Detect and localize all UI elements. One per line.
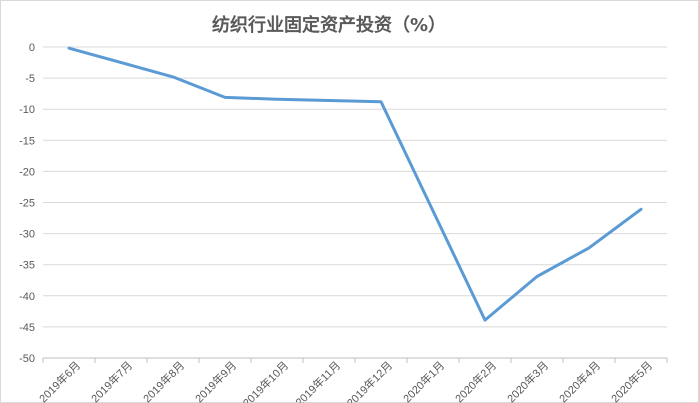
y-tick-label: -15 bbox=[19, 135, 35, 147]
y-tick-label: -5 bbox=[25, 73, 35, 85]
x-tick-label: 2019年10月 bbox=[240, 358, 291, 403]
y-tick-label: -30 bbox=[19, 229, 35, 241]
x-tick-label: 2020年2月 bbox=[452, 358, 499, 403]
chart-title: 纺织行业固定资产投资（%） bbox=[212, 14, 446, 36]
x-tick-label: 2020年1月 bbox=[400, 358, 447, 403]
x-tick-label: 2019年9月 bbox=[192, 358, 239, 403]
x-tick-label: 2019年12月 bbox=[344, 358, 395, 403]
y-tick-label: -50 bbox=[19, 353, 35, 365]
x-tick-label: 2019年11月 bbox=[292, 358, 343, 403]
y-tick-label: -20 bbox=[19, 166, 35, 178]
gridlines bbox=[43, 46, 667, 328]
x-tick-label: 2019年8月 bbox=[140, 358, 187, 403]
y-tick-label: -45 bbox=[19, 322, 35, 334]
y-tick-label: -35 bbox=[19, 260, 35, 272]
y-tick-label: -40 bbox=[19, 291, 35, 303]
x-tick-label: 2020年5月 bbox=[608, 358, 655, 403]
series-line bbox=[67, 46, 643, 322]
x-tick-label: 2019年7月 bbox=[88, 358, 135, 403]
x-tick-label: 2020年3月 bbox=[504, 358, 551, 403]
x-tick-label: 2020年4月 bbox=[556, 358, 603, 403]
y-tick-label: -25 bbox=[19, 198, 35, 210]
series-layer bbox=[67, 46, 643, 322]
y-tick-label: -10 bbox=[19, 104, 35, 116]
y-tick-label: 0 bbox=[29, 42, 35, 54]
x-tick-label: 2019年6月 bbox=[36, 358, 83, 403]
